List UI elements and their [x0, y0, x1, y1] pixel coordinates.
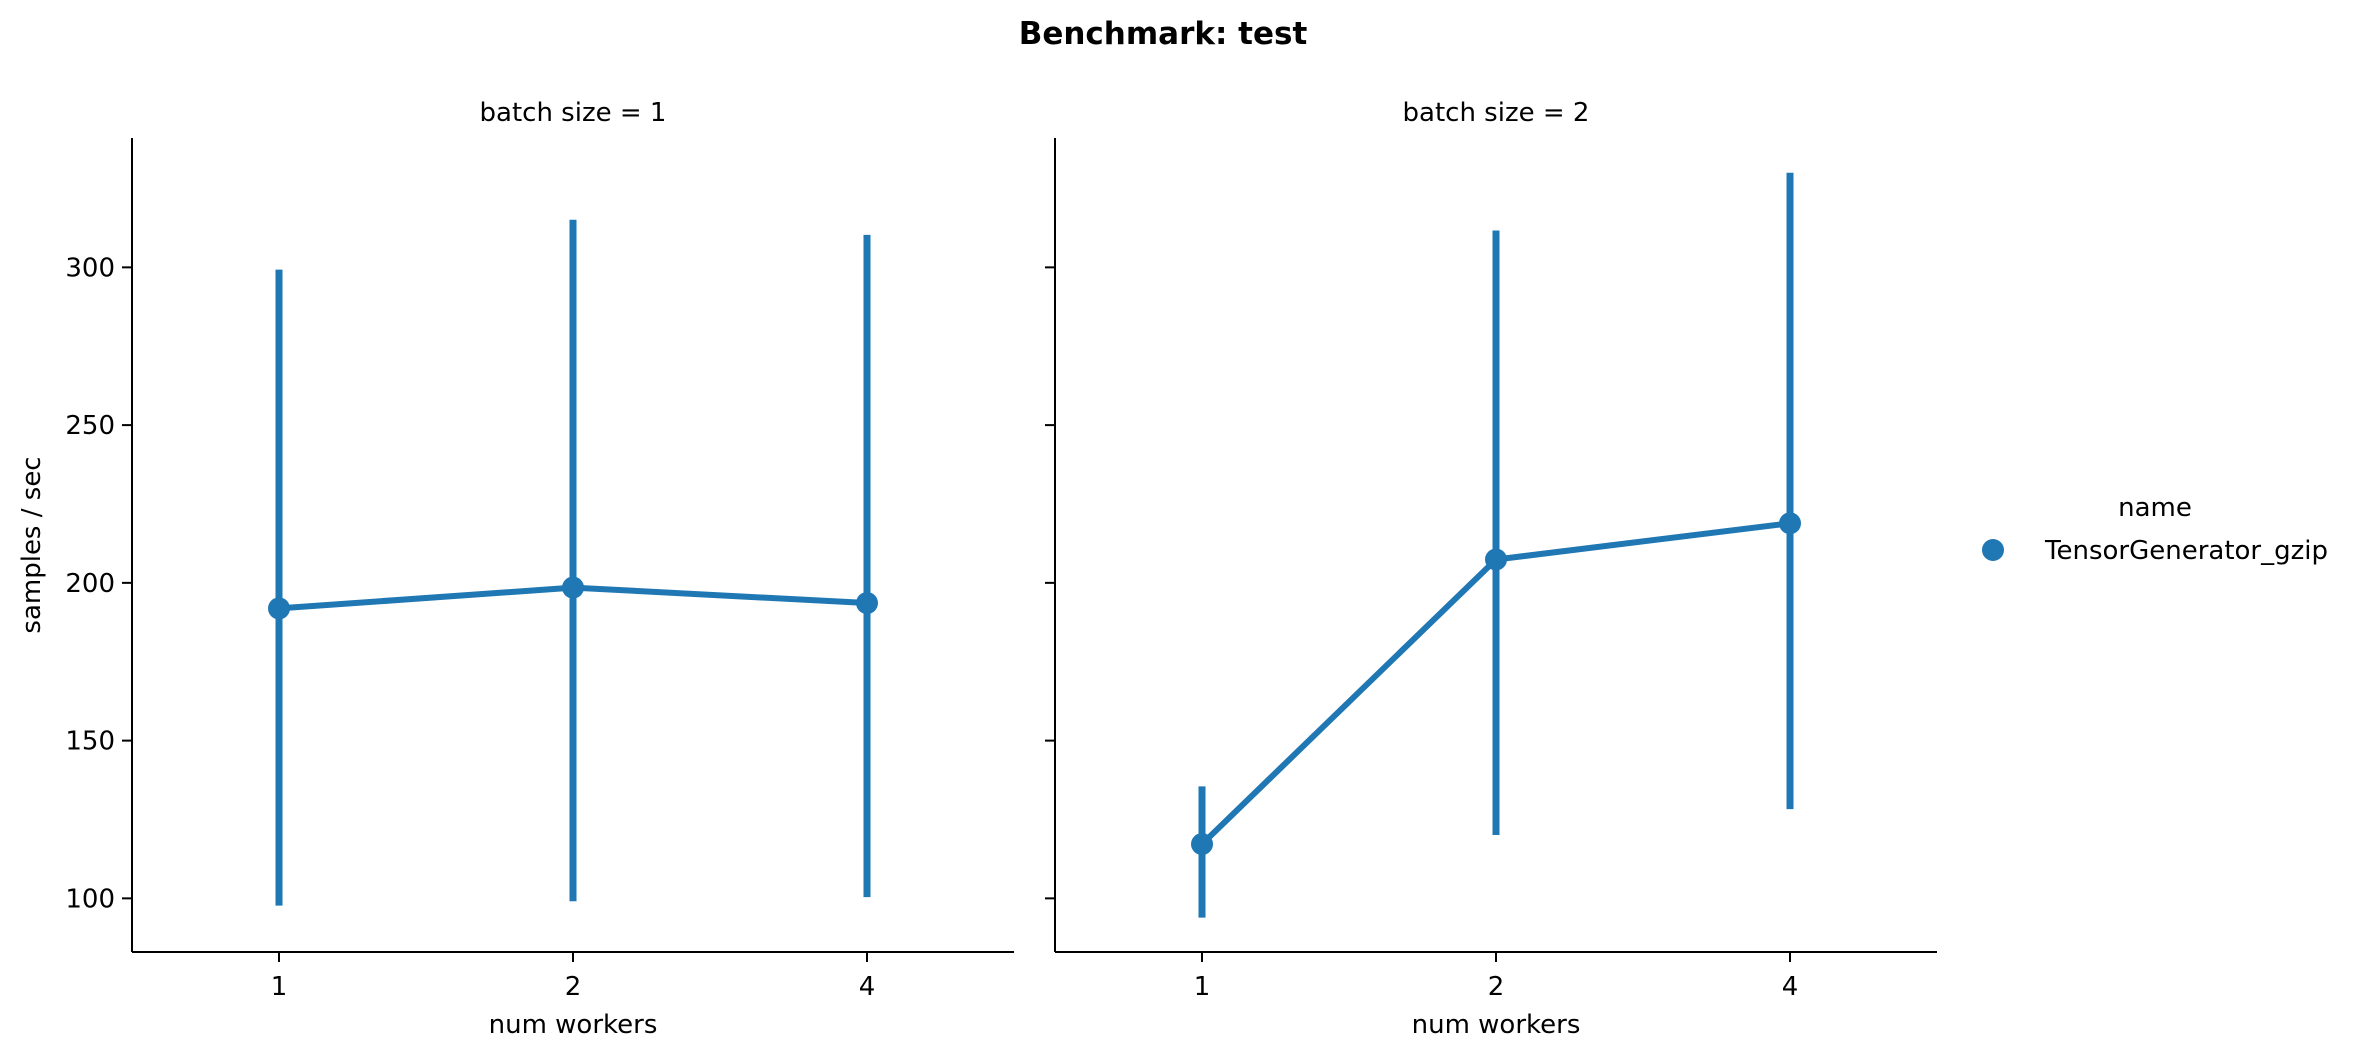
series	[268, 219, 878, 906]
y-tick-label: 250	[65, 411, 115, 441]
series	[1191, 172, 1801, 918]
y-tick-label: 200	[65, 569, 115, 599]
data-point	[268, 597, 290, 620]
y-tick-label: 150	[65, 727, 115, 757]
data-point	[1191, 833, 1213, 856]
panel-title: batch size = 2	[1403, 98, 1590, 128]
x-tick-label: 1	[271, 972, 288, 1002]
legend-title: name	[2118, 493, 2192, 523]
data-point	[856, 592, 878, 615]
x-tick-label: 2	[1488, 972, 1505, 1002]
legend-label: TensorGenerator_gzip	[2044, 536, 2328, 566]
panel-2: batch size = 2 1 2 4 num workers	[1045, 98, 1937, 1040]
legend: TensorGenerator_gzip	[1982, 536, 2328, 566]
x-axis-label: num workers	[489, 1010, 658, 1040]
legend-marker	[1982, 539, 2004, 561]
x-tick-label: 4	[1782, 972, 1799, 1002]
figure-title: Benchmark: test	[1019, 16, 1308, 52]
y-tick-label: 300	[65, 253, 115, 283]
panels: batch size = 1 100 150 200 250 300 1 2 4 num work…	[17, 98, 1937, 1040]
x-tick-label: 1	[1194, 972, 1211, 1002]
data-point	[562, 576, 584, 599]
y-axis-label: samples / sec	[17, 456, 47, 633]
x-tick-label: 2	[565, 972, 582, 1002]
data-point	[1779, 512, 1801, 535]
data-point	[1485, 548, 1507, 571]
x-tick-label: 4	[859, 972, 876, 1002]
x-axis-label: num workers	[1412, 1010, 1581, 1040]
panel-title: batch size = 1	[480, 98, 667, 128]
panel-1: batch size = 1 100 150 200 250 300 1 2 4 num work…	[17, 98, 1014, 1040]
y-tick-label: 100	[65, 884, 115, 914]
